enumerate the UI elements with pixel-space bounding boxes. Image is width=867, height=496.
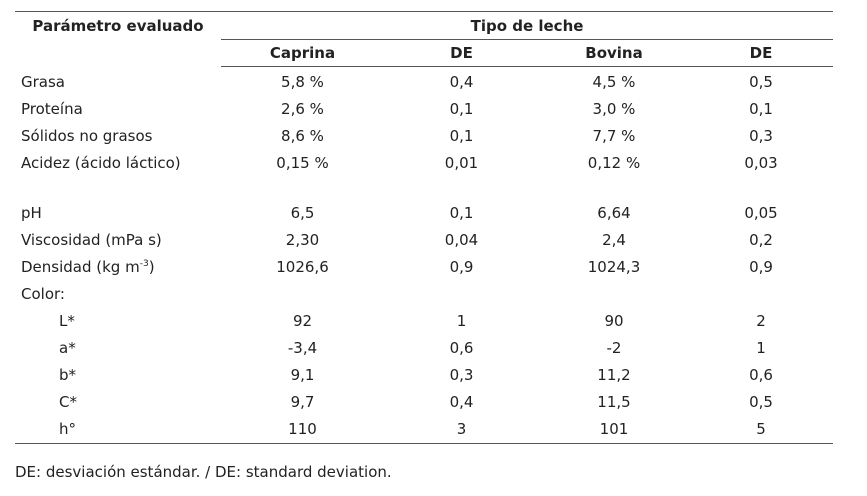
row-label: Densidad (kg m-3): [15, 254, 221, 281]
cell-caprina: 9,7: [290, 393, 315, 411]
cell-bovina: -2: [606, 339, 622, 357]
cell-bovina: 101: [539, 416, 689, 444]
cell-bovina: 4,5 %: [592, 73, 636, 91]
cell-de-caprina: 0,1: [449, 127, 474, 145]
row-label-suffix: ): [148, 258, 155, 276]
table-row: Densidad (kg m-3) 1026,6 0,9 1024,3 0,9: [15, 254, 833, 281]
table-row: pH 6,5 0,1 6,64 0,05: [15, 200, 833, 227]
cell-de-caprina: 0,6: [449, 339, 474, 357]
row-label: a*: [59, 339, 76, 357]
cell-de-bovina: [689, 281, 833, 308]
param-column-header: Parámetro evaluado: [15, 11, 221, 67]
row-label-superscript: -3: [139, 259, 149, 269]
table-footnote: DE: desviación estándar. / DE: standard …: [15, 463, 392, 481]
cell-caprina: 110: [221, 416, 384, 444]
cell-bovina: 2,4: [602, 231, 626, 249]
cell-caprina: 2,30: [285, 231, 320, 249]
cell-bovina: 11,5: [597, 393, 631, 411]
cell-de-caprina: 0,04: [444, 231, 479, 249]
table-row: Color:: [15, 281, 833, 308]
row-label: Color:: [21, 285, 65, 303]
cell-de-bovina: 5: [689, 416, 834, 444]
milk-type-group-header: Tipo de leche: [221, 11, 834, 40]
table-row: b* 9,1 0,3 11,2 0,6: [15, 362, 833, 389]
row-label: L*: [59, 312, 75, 330]
cell-de-bovina: 0,3: [749, 127, 773, 145]
row-label-text: Densidad (kg m: [21, 258, 140, 276]
row-label: b*: [59, 366, 77, 384]
cell-bovina: 7,7 %: [592, 127, 636, 145]
cell-de-caprina: [384, 281, 539, 308]
cell-caprina: 2,6 %: [281, 100, 324, 118]
cell-caprina: 0,15 %: [276, 154, 329, 172]
row-label: Proteína: [21, 100, 83, 118]
cell-bovina: 1024,3: [587, 258, 641, 276]
cell-bovina: 90: [604, 312, 624, 330]
cell-de-bovina: 2: [756, 312, 766, 330]
row-label: h°: [15, 416, 221, 444]
cell-de-caprina: 1: [456, 312, 467, 330]
cell-caprina: 1026,6: [276, 258, 329, 276]
cell-bovina: 6,64: [597, 204, 631, 222]
cell-caprina: 92: [292, 312, 313, 330]
cell-caprina: 9,1: [290, 366, 315, 384]
table-row: C* 9,7 0,4 11,5 0,5: [15, 389, 833, 416]
table-row: h° 110 3 101 5: [15, 416, 834, 444]
cell-de-caprina: 0,4: [449, 393, 474, 411]
cell-de-bovina: 0,5: [749, 393, 773, 411]
column-header-bovina: Bovina: [539, 39, 689, 67]
table-row: Grasa 5,8 % 0,4 4,5 % 0,5: [15, 67, 833, 97]
cell-de-bovina: 0,5: [749, 73, 773, 91]
cell-caprina: 8,6 %: [281, 127, 324, 145]
cell-de-caprina: 0,01: [444, 154, 479, 172]
cell-bovina: 0,12 %: [587, 154, 641, 172]
row-label: Sólidos no grasos: [21, 127, 153, 145]
table-row: L* 92 1 90 2: [15, 308, 833, 335]
milk-parameters-table: Parámetro evaluado Tipo de leche Caprina…: [15, 11, 834, 444]
cell-de-bovina: 0,1: [749, 100, 773, 118]
cell-bovina: 3,0 %: [592, 100, 636, 118]
cell-de-bovina: 0,9: [749, 258, 773, 276]
cell-caprina: -3,4: [287, 339, 318, 357]
cell-de-bovina: 0,05: [744, 204, 778, 222]
column-header-caprina: Caprina: [221, 39, 384, 67]
column-header-de-caprina: DE: [384, 39, 539, 67]
cell-de-bovina: 0,03: [744, 154, 778, 172]
cell-de-caprina: 0,3: [449, 366, 474, 384]
cell-bovina: 11,2: [597, 366, 631, 384]
row-label: Grasa: [21, 72, 65, 91]
row-label: C*: [59, 393, 77, 411]
cell-caprina: 6,5: [290, 204, 315, 222]
table-row: Proteína 2,6 % 0,1 3,0 % 0,1: [15, 96, 833, 123]
column-header-de-bovina: DE: [689, 39, 834, 67]
table-row: Sólidos no grasos 8,6 % 0,1 7,7 % 0,3: [15, 123, 833, 150]
table-row: a* -3,4 0,6 -2 1: [15, 335, 833, 362]
milk-parameters-table-container: Parámetro evaluado Tipo de leche Caprina…: [15, 11, 834, 444]
cell-bovina: [539, 281, 689, 308]
row-label: Viscosidad (mPa s): [21, 231, 162, 249]
cell-de-bovina: 1: [756, 339, 766, 357]
cell-de-caprina: 0,1: [449, 100, 474, 118]
cell-de-caprina: 0,9: [449, 258, 474, 276]
cell-de-bovina: 0,2: [749, 231, 773, 249]
cell-de-bovina: 0,6: [749, 366, 773, 384]
table-row: Viscosidad (mPa s) 2,30 0,04 2,4 0,2: [15, 227, 833, 254]
cell-caprina: 5,8 %: [281, 73, 324, 91]
cell-caprina: [221, 281, 384, 308]
row-label: Acidez (ácido láctico): [21, 154, 181, 172]
row-label: pH: [21, 204, 42, 222]
cell-de-caprina: 0,4: [449, 73, 474, 91]
cell-de-caprina: 3: [384, 416, 539, 444]
cell-de-caprina: 0,1: [449, 204, 474, 222]
table-row: Acidez (ácido láctico) 0,15 % 0,01 0,12 …: [15, 150, 833, 200]
